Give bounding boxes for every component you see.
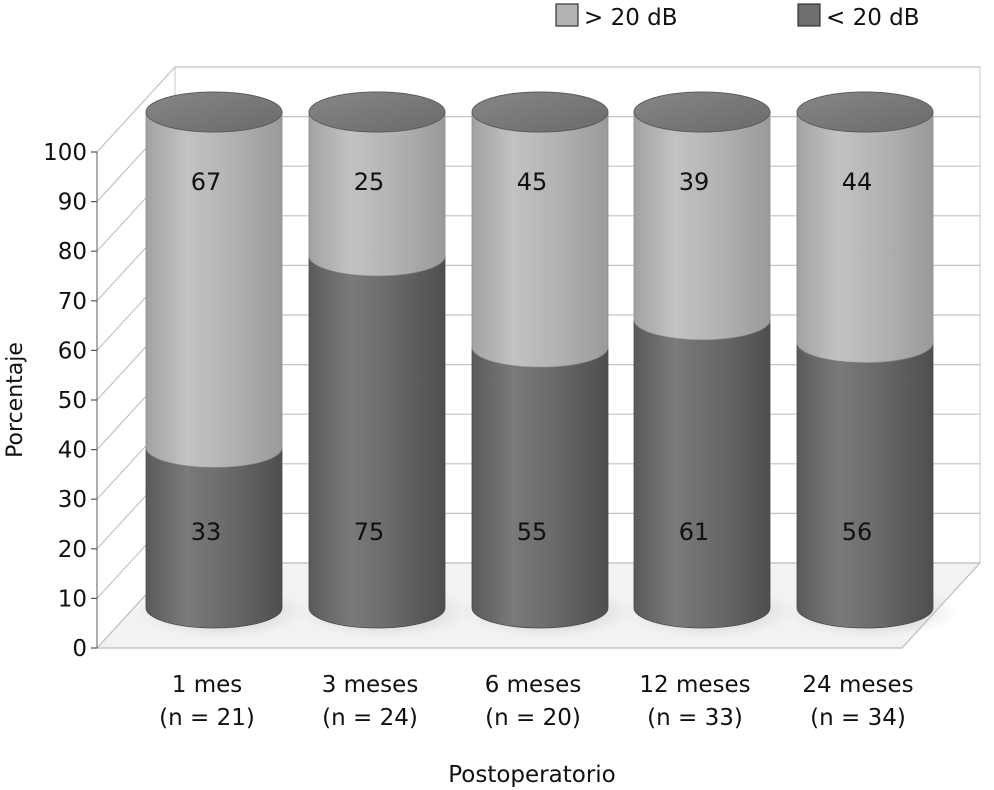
legend-swatch bbox=[555, 3, 579, 27]
bar-group: 75 25 bbox=[299, 91, 471, 638]
x-tick-label: 24 meses bbox=[802, 672, 913, 698]
data-label-gt20: 67 bbox=[191, 168, 222, 196]
bar-top-cap bbox=[633, 91, 771, 133]
y-tick-label: 70 bbox=[58, 289, 87, 315]
x-tick-label: 1 mes bbox=[172, 672, 242, 698]
data-label-lt20: 33 bbox=[191, 518, 222, 546]
legend-item: > 20 dB bbox=[555, 3, 678, 31]
data-label-gt20: 45 bbox=[517, 168, 548, 196]
bar-top-cap bbox=[308, 91, 446, 133]
y-tick-label: 60 bbox=[58, 338, 87, 364]
data-label-lt20: 61 bbox=[679, 518, 710, 546]
legend-swatch bbox=[797, 3, 821, 27]
bar-segment-lt20 bbox=[796, 342, 934, 629]
bar-segment-gt20 bbox=[471, 111, 609, 368]
x-tick-label: 12 meses bbox=[639, 672, 750, 698]
y-axis-title: Porcentaje bbox=[3, 342, 28, 458]
legend-label: > 20 dB bbox=[584, 5, 678, 31]
bar-segment-gt20 bbox=[145, 111, 283, 468]
x-tick-label: (n = 24) bbox=[322, 705, 418, 731]
bar-top-cap bbox=[471, 91, 609, 133]
data-label-gt20: 39 bbox=[679, 168, 710, 196]
x-tick-label: (n = 34) bbox=[810, 705, 906, 731]
y-tick-label: 100 bbox=[43, 140, 87, 166]
x-tick-label: 3 meses bbox=[322, 672, 419, 698]
bar-segment-lt20 bbox=[633, 319, 771, 629]
y-tick-label: 80 bbox=[58, 239, 87, 265]
y-tick-label: 50 bbox=[58, 388, 87, 414]
y-tick-label: 90 bbox=[58, 190, 87, 216]
bar-group: 55 45 bbox=[462, 91, 634, 638]
legend-label: < 20 dB bbox=[826, 5, 920, 31]
data-label-lt20: 56 bbox=[842, 518, 873, 546]
gridline bbox=[96, 66, 980, 153]
y-tick-label: 0 bbox=[72, 636, 87, 662]
data-label-lt20: 75 bbox=[354, 518, 385, 546]
legend-item: < 20 dB bbox=[797, 3, 920, 31]
x-tick-label: (n = 21) bbox=[159, 705, 255, 731]
x-tick-label: (n = 33) bbox=[647, 705, 743, 731]
data-label-gt20: 25 bbox=[354, 168, 385, 196]
y-axis: 0 10 20 30 40 50 60 70 80 90 100 bbox=[43, 140, 98, 662]
y-tick-label: 30 bbox=[58, 487, 87, 513]
bar-segment-lt20 bbox=[308, 255, 446, 629]
bar-group: 56 44 bbox=[787, 91, 959, 638]
bars: 33 67 75 25 55 45 61 39 56 44 bbox=[136, 91, 959, 638]
y-tick-label: 20 bbox=[58, 537, 87, 563]
data-label-lt20: 55 bbox=[517, 518, 548, 546]
y-tick-label: 40 bbox=[58, 438, 87, 464]
bar-top-cap bbox=[796, 91, 934, 133]
bar-group: 61 39 bbox=[624, 91, 796, 638]
y-tick-label: 10 bbox=[58, 586, 87, 612]
data-label-gt20: 44 bbox=[842, 168, 873, 196]
bar-segment-gt20 bbox=[633, 111, 771, 341]
legend: > 20 dB < 20 dB bbox=[555, 3, 920, 31]
x-axis: 1 mes (n = 21) 3 meses (n = 24) 6 meses (n = … bbox=[159, 672, 913, 731]
x-axis-title: Postoperatorio bbox=[448, 762, 616, 788]
x-tick-label: (n = 20) bbox=[485, 705, 581, 731]
bar-top-cap bbox=[145, 91, 283, 133]
x-tick-label: 6 meses bbox=[485, 672, 582, 698]
bar-segment-lt20 bbox=[471, 347, 609, 629]
bar-group: 33 67 bbox=[136, 91, 308, 638]
bar-segment-gt20 bbox=[796, 111, 934, 364]
